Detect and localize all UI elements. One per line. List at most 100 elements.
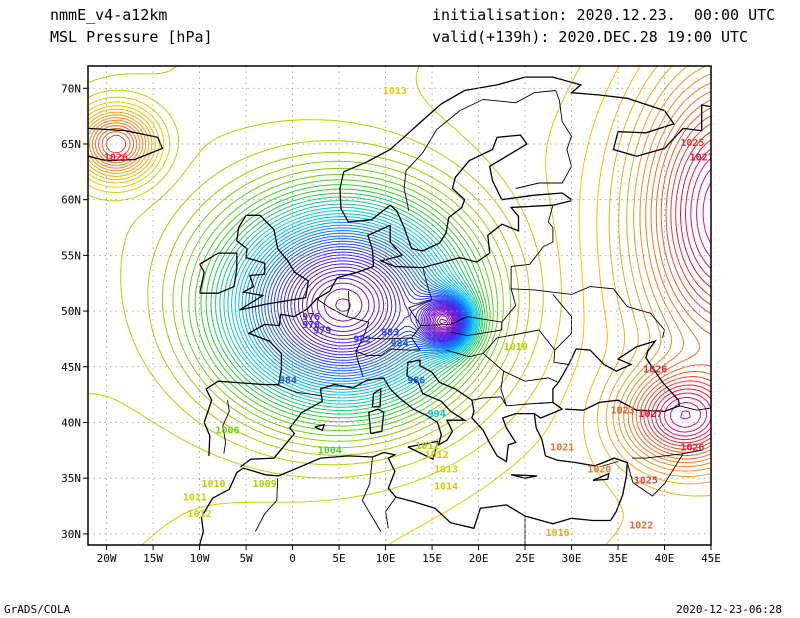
isobar-line	[245, 221, 473, 388]
isobar-line	[311, 277, 457, 335]
contour-label: 1027	[690, 153, 714, 164]
lon-tick-label: 5E	[332, 552, 345, 565]
isobar-line	[432, 312, 453, 331]
isobar-line	[323, 288, 455, 333]
contour-label: 1025	[634, 476, 658, 487]
border-segment	[632, 449, 702, 459]
contour-label: 1013	[434, 465, 458, 476]
isobar-line	[200, 184, 488, 423]
lon-tick-label: 20E	[469, 552, 489, 565]
lon-tick-label: 20W	[97, 552, 117, 565]
isobar-line	[88, 66, 582, 545]
lon-tick-label: 45E	[701, 552, 721, 565]
contour-label: 982	[353, 334, 371, 345]
contour-label: 1026	[643, 364, 667, 375]
isobar-line	[670, 168, 711, 428]
isobar-line	[234, 213, 476, 396]
contour-label: 1006	[215, 426, 239, 437]
contour-label: 1022	[629, 520, 653, 531]
border-segment	[222, 400, 230, 454]
contour-label: 984	[279, 375, 297, 386]
lon-tick-label: 10E	[376, 552, 396, 565]
border-segment	[408, 267, 433, 339]
isobar-line	[88, 66, 711, 472]
isobar-line	[205, 188, 486, 419]
lon-tick-label: 35E	[608, 552, 628, 565]
footer-credit: GrADS/COLA	[4, 603, 71, 616]
coastline-segment	[314, 423, 326, 432]
contour-label: 1020	[587, 465, 611, 476]
coastline-segment	[533, 413, 537, 429]
border-segment	[538, 401, 553, 404]
isobar-line	[88, 66, 531, 466]
border-segment	[385, 496, 397, 529]
isobar-line	[280, 251, 463, 359]
isobar-line	[181, 167, 499, 437]
isobar-line	[188, 174, 494, 432]
border-segment	[361, 456, 382, 532]
lon-tick-label: 30E	[562, 552, 582, 565]
coastline-segment	[88, 127, 164, 162]
initialisation-time: initialisation: 2020.12.23. 00:00 UTC	[432, 6, 776, 24]
isobar-line	[194, 179, 491, 427]
lat-tick-label: 50N	[61, 305, 81, 318]
contour-label: 994	[428, 409, 446, 420]
coastlines	[88, 76, 711, 545]
border-segment	[511, 205, 554, 267]
contour-label: 1012	[425, 450, 449, 461]
lon-tick-label: 15E	[422, 552, 442, 565]
contour-label: 1027	[639, 409, 663, 420]
lon-tick-label: 5W	[239, 552, 253, 565]
contour-label: 986	[407, 375, 425, 386]
border-segment	[355, 337, 421, 357]
lon-tick-label: 40E	[655, 552, 675, 565]
border-segment	[255, 478, 279, 532]
contour-label: 1012	[188, 509, 212, 520]
border-segment	[497, 329, 569, 365]
border-segment	[599, 461, 619, 468]
lon-tick-label: 15W	[143, 552, 163, 565]
contour-label: 979	[313, 325, 331, 336]
isobar-line	[251, 227, 471, 382]
contour-label: 1011	[415, 441, 439, 452]
coastline-segment	[407, 440, 439, 461]
contour-label: 1026	[104, 153, 128, 164]
model-name: nmmE_v4-a12km	[50, 6, 168, 24]
coastline-segment	[592, 472, 610, 482]
contour-label: 1023	[611, 406, 635, 417]
contour-label: 1011	[183, 492, 207, 503]
isobar-line	[316, 282, 456, 334]
isobar-line	[88, 66, 620, 545]
isobar-line	[436, 315, 449, 328]
field-name: MSL Pressure [hPa]	[50, 28, 213, 46]
border-segment	[450, 322, 503, 337]
isobar-line	[290, 260, 461, 350]
coastline-segment	[236, 214, 310, 311]
longitude-ticks: 20W 15W 10W 5W 0 5E 10E 15E 20E 25E 30E 35E 40E 45E	[97, 545, 721, 565]
isobar-line	[294, 263, 460, 347]
coastline-segment	[510, 474, 538, 479]
lon-tick-label: 10W	[190, 552, 210, 565]
lat-tick-label: 35N	[61, 472, 81, 485]
border-segment	[346, 290, 350, 317]
contour-label: 1025	[680, 138, 704, 149]
contour-label: 1004	[318, 446, 342, 457]
lat-tick-label: 60N	[61, 194, 81, 207]
isobar-line	[241, 219, 474, 390]
coastline-segment	[198, 252, 238, 294]
border-segment	[515, 90, 572, 189]
coastline-segment	[240, 339, 681, 468]
isobar-line	[106, 115, 711, 450]
isobar-line	[88, 66, 544, 479]
lat-tick-label: 40N	[61, 416, 81, 429]
lat-tick-label: 55N	[61, 249, 81, 262]
contour-label: 976	[302, 312, 320, 323]
valid-time: valid(+139h): 2020.DEC.28 19:00 UTC	[432, 28, 749, 46]
border-segment	[445, 337, 498, 358]
isobar-line	[276, 248, 464, 361]
border-segment	[316, 298, 370, 377]
contour-label: 1013	[383, 86, 407, 97]
coastline-segment	[636, 104, 711, 157]
lon-tick-label: 0	[289, 552, 296, 565]
contour-label: 1010	[201, 479, 225, 490]
